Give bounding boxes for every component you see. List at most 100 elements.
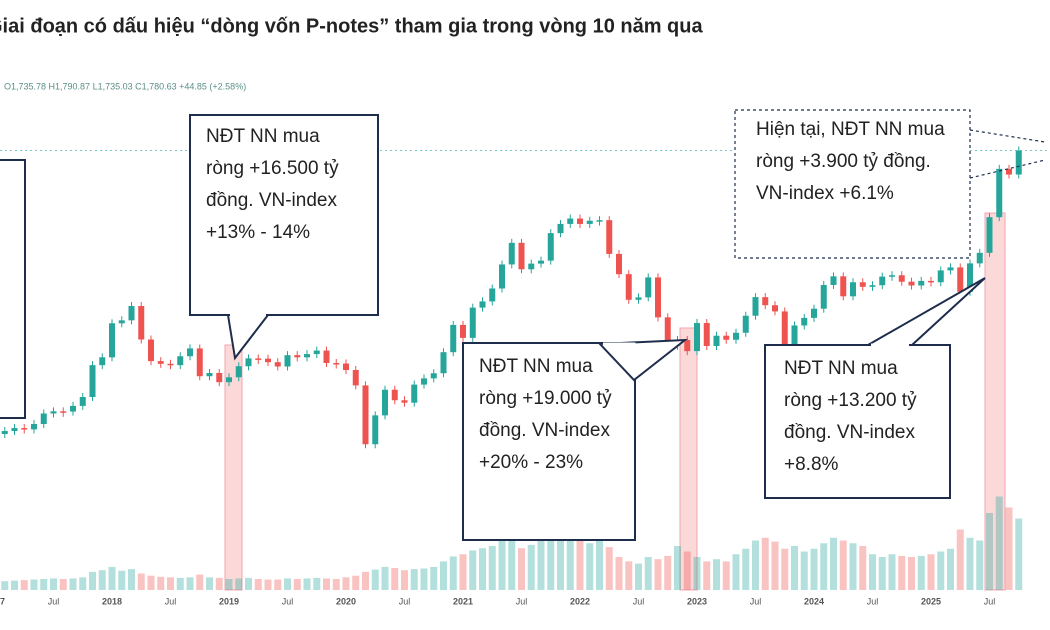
volume-bar <box>869 554 876 590</box>
candle <box>323 350 330 363</box>
volume-bar <box>1015 518 1023 590</box>
volume-bar <box>254 579 262 590</box>
candle <box>411 384 418 403</box>
candle <box>791 325 798 346</box>
volume-bar <box>186 577 194 590</box>
candle <box>70 405 76 412</box>
candle <box>889 275 895 277</box>
x-tick-label: Jul <box>48 596 60 606</box>
candle <box>684 340 691 352</box>
volume-bar <box>898 555 906 590</box>
candle <box>635 297 642 300</box>
volume-bar <box>69 578 77 590</box>
candle <box>89 365 96 398</box>
candle <box>109 323 115 358</box>
volume-bar <box>596 540 603 590</box>
candle <box>382 389 388 416</box>
volume-bar <box>215 577 223 590</box>
candle <box>947 267 954 271</box>
candle <box>664 317 671 346</box>
volume-bar <box>742 548 750 590</box>
callout-pointer <box>226 314 271 361</box>
annotation: Hiện tại, NĐT NN mua ròng +3.900 tỷ đồng… <box>756 119 945 204</box>
volume-bar <box>98 570 106 590</box>
annotation: NĐT NN mua ròng +13.200 tỷ đồng. VN-inde… <box>784 358 917 475</box>
candle <box>421 378 427 385</box>
volume-bar <box>274 579 282 590</box>
volume-bar <box>245 577 252 590</box>
candle <box>1006 168 1012 175</box>
volume-bar <box>235 578 243 590</box>
volume-bar <box>635 563 642 590</box>
candle <box>489 288 496 302</box>
candle <box>772 305 778 312</box>
candle <box>216 372 223 383</box>
callout-box <box>764 344 951 499</box>
x-tick-label: 2025 <box>921 596 941 606</box>
volume-bar <box>391 568 399 590</box>
candle <box>148 339 154 362</box>
candle <box>118 320 125 324</box>
candle <box>869 285 876 287</box>
x-tick-label: Jul <box>867 596 879 606</box>
x-tick-label: Jul <box>516 596 528 606</box>
candle <box>586 220 593 224</box>
x-tick-label: 2020 <box>336 596 356 606</box>
candle <box>31 424 37 430</box>
candle <box>255 358 262 360</box>
volume-bar <box>683 551 691 590</box>
volume-bar <box>479 548 486 590</box>
highlight-period <box>679 327 698 591</box>
x-tick-label: 2019 <box>219 596 239 606</box>
candle <box>733 332 739 340</box>
volume-bar <box>1 581 9 590</box>
candle <box>206 372 213 377</box>
volume-bar <box>810 548 818 590</box>
candle <box>967 263 973 292</box>
candle <box>986 217 993 253</box>
volume-bar <box>225 579 233 590</box>
candle <box>567 218 574 224</box>
candle <box>157 361 164 364</box>
candle <box>596 220 603 222</box>
callout-box <box>462 342 636 541</box>
volume-bar <box>615 557 623 590</box>
volume-bar <box>547 532 555 590</box>
x-tick-label: 2017 <box>0 596 5 606</box>
ohlc-header: O1,735.78 H1,790.87 L1,735.03 C1,780.63 … <box>4 81 246 91</box>
volume-bar <box>654 559 662 590</box>
candle <box>40 413 47 425</box>
volume-bar <box>410 569 418 590</box>
volume-bar <box>430 566 438 590</box>
volume-bar <box>498 540 506 590</box>
volume-bar <box>381 566 389 590</box>
volume-bar <box>352 575 360 590</box>
candle <box>235 366 242 378</box>
callout-box <box>189 114 379 316</box>
candle <box>265 358 271 363</box>
x-tick-label: Jul <box>282 596 294 606</box>
candle <box>606 220 613 254</box>
volume-bar <box>752 540 759 590</box>
candle <box>752 297 759 316</box>
candle <box>372 415 379 445</box>
volume-bar <box>118 570 126 590</box>
highlight-period <box>984 212 1006 591</box>
volume-bar <box>625 561 633 590</box>
volume-bar <box>79 577 87 590</box>
volume-bar <box>488 546 496 590</box>
volume-bar <box>732 554 740 590</box>
candle <box>50 411 57 414</box>
candle <box>284 355 291 367</box>
candle <box>362 385 369 445</box>
volume-bar <box>849 543 857 590</box>
candle <box>996 168 1003 218</box>
volume-bar <box>527 544 535 590</box>
candle <box>352 370 359 386</box>
callout-pointer <box>864 277 986 346</box>
candle <box>908 281 915 286</box>
x-tick-label: Jul <box>633 596 645 606</box>
volume-bar <box>137 573 145 590</box>
x-tick-label: 2018 <box>102 596 122 606</box>
volume-bar <box>947 548 954 590</box>
